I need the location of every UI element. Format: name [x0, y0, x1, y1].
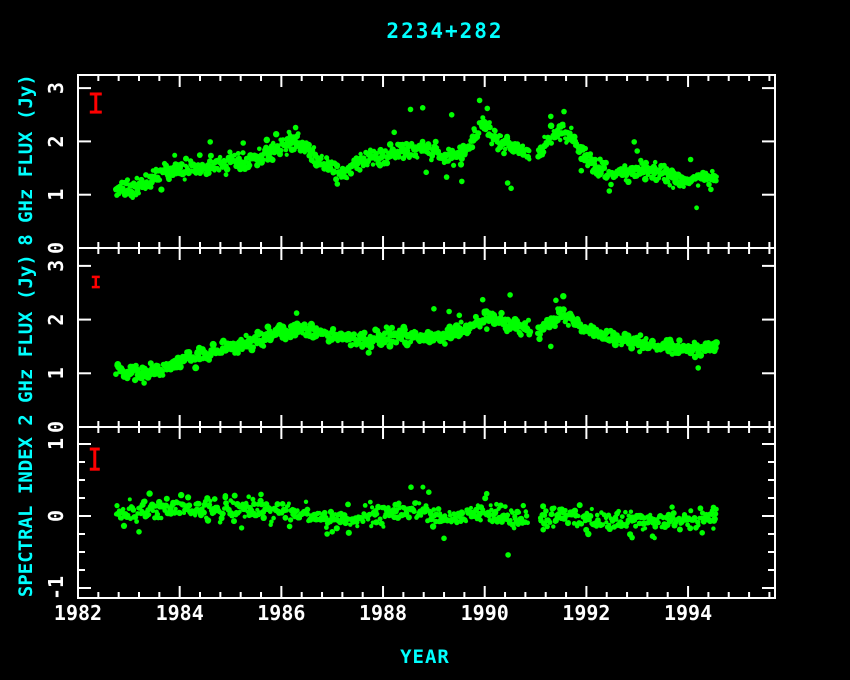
y-tick-label: 1: [44, 367, 68, 379]
y-tick-label: 1: [44, 438, 68, 450]
y-tick-label: 3: [44, 260, 68, 272]
scatter-series-panel-0: [113, 97, 719, 211]
chart-title: 2234+282: [386, 19, 504, 43]
x-tick-label: 1994: [664, 601, 712, 625]
x-tick-label: 1982: [54, 601, 102, 625]
x-tick-labels: 1982 1984 1986 1988 1990 1992 1994: [54, 601, 712, 625]
x-ticks: [77, 75, 771, 598]
y-tick-label: 0: [44, 421, 68, 433]
x-tick-label: 1988: [359, 601, 407, 625]
x-axis-title: YEAR: [400, 646, 450, 668]
error-bar-legend-panel-1: [91, 275, 100, 289]
y-ticks-panel-2: -1 0 1: [44, 438, 775, 600]
scatter-series-panel-1: [113, 292, 720, 386]
y-tick-label: 1: [44, 189, 68, 201]
y-tick-label: 3: [44, 82, 68, 94]
y-axis-title-spectral-index: SPECTRAL INDEX: [15, 436, 37, 598]
y-ticks-panel-0: 0 1 2 3: [44, 82, 775, 254]
y-tick-label: 2: [44, 135, 68, 147]
y-tick-label: 0: [44, 510, 68, 522]
y-axis-title-2ghz-flux: 2 GHz FLUX (Jy): [15, 254, 37, 426]
y-tick-label: -1: [44, 576, 68, 600]
error-bar-legend-panel-2: [89, 447, 100, 471]
scatter-series-panel-2: [113, 484, 719, 558]
y-tick-label: 0: [44, 242, 68, 254]
axes-frame: [77, 74, 776, 599]
y-tick-label: 2: [44, 314, 68, 326]
x-tick-label: 1992: [562, 601, 610, 625]
x-tick-label: 1986: [257, 601, 305, 625]
y-ticks-panel-1: 0 1 2 3: [44, 260, 775, 433]
y-axis-title-8ghz-flux: 8 GHz FLUX (Jy): [15, 74, 37, 246]
x-tick-label: 1984: [156, 601, 204, 625]
error-bar-legend-panel-0: [89, 92, 102, 114]
x-tick-label: 1990: [461, 601, 509, 625]
